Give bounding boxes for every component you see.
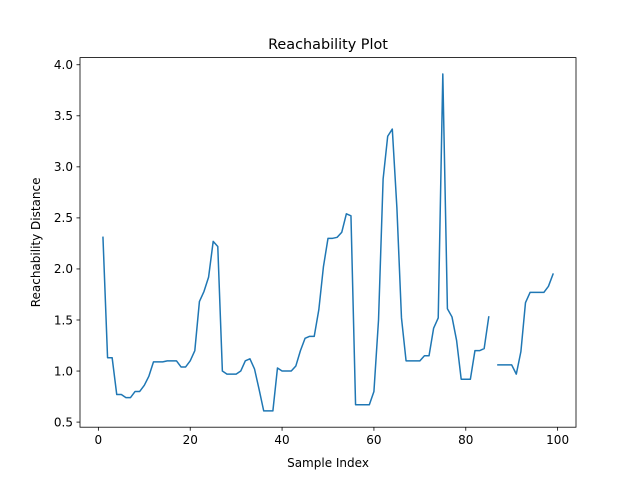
x-tick-label: 60 [366,433,381,447]
y-tick-label: 2.0 [54,262,73,276]
x-tick-label: 0 [95,433,103,447]
x-tick-label: 20 [183,433,198,447]
x-tick-label: 40 [274,433,289,447]
y-axis-label: Reachability Distance [29,177,43,307]
y-tick-label: 0.5 [54,415,73,429]
axes-frame [79,57,577,428]
y-tick-label: 2.5 [54,211,73,225]
chart-title: Reachability Plot [268,37,388,53]
y-tick-label: 1.0 [54,364,73,378]
y-tick-label: 4.0 [54,58,73,72]
plot-layer [102,73,555,412]
x-tick-label: 80 [458,433,473,447]
x-axis-ticks: 0 20 40 60 80 100 [95,427,569,447]
y-tick-label: 3.5 [54,109,73,123]
y-axis-ticks: 0.5 1.0 1.5 2.0 2.5 3.0 3.5 4.0 [54,58,80,429]
x-axis-label: Sample Index [287,456,369,470]
series-line-reachability [102,73,555,412]
y-tick-label: 1.5 [54,313,73,327]
y-tick-label: 3.0 [54,160,73,174]
x-tick-label: 100 [546,433,569,447]
